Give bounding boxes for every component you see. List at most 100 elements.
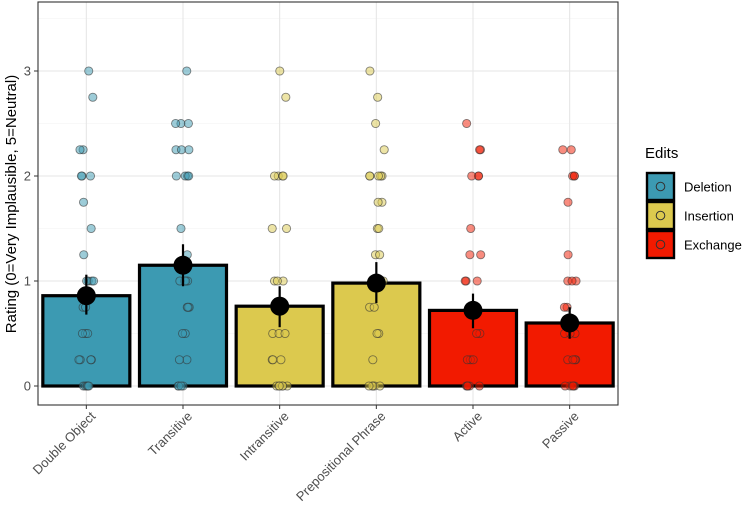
data-point: [85, 171, 96, 181]
x-tick-label: Prepositional Phrase: [293, 409, 388, 504]
x-tick-label: Transitive: [145, 409, 195, 459]
legend-swatch: [645, 200, 676, 231]
data-point: [467, 171, 477, 181]
x-axis: Double Object Transitive Intransitive Prepo…: [30, 405, 582, 504]
data-point: [371, 118, 381, 129]
data-point: [364, 381, 374, 391]
data-point: [375, 381, 385, 391]
legend-label: Exchange: [684, 238, 742, 253]
legend-swatch: [645, 171, 676, 202]
data-point: [77, 328, 87, 339]
data-point: [468, 355, 478, 365]
data-point: [472, 276, 482, 286]
data-point: [86, 355, 96, 365]
data-point: [373, 92, 383, 102]
mean-point: [270, 296, 290, 316]
data-point: [568, 355, 578, 365]
legend-swatch-point: [655, 181, 666, 192]
data-point: [463, 381, 473, 391]
data-point: [466, 223, 476, 234]
data-point: [79, 250, 89, 260]
data-point: [566, 145, 576, 155]
data-point: [475, 145, 485, 155]
data-point: [171, 118, 181, 129]
data-point: [183, 302, 193, 312]
data-point: [281, 223, 292, 234]
bar: [137, 263, 229, 388]
data-point: [365, 66, 375, 76]
data-point: [174, 355, 185, 365]
data-point: [269, 171, 280, 181]
data-point: [171, 171, 181, 181]
data-point: [84, 66, 94, 76]
data-point: [280, 328, 290, 339]
x-tick-label: Intransitive: [237, 409, 292, 464]
data-point: [567, 276, 577, 286]
data-point: [569, 171, 579, 181]
data-point: [465, 250, 475, 260]
data-point: [476, 250, 486, 260]
data-point: [373, 171, 383, 181]
bars: [41, 263, 615, 388]
data-point: [379, 145, 389, 155]
data-point: [563, 197, 573, 207]
data-point: [84, 381, 94, 391]
data-point: [368, 355, 378, 365]
data-point: [372, 328, 382, 339]
y-tick-label: 1: [24, 274, 31, 289]
mean-point: [76, 286, 96, 306]
plot-background: [38, 2, 618, 405]
x-tick-label: Double Object: [30, 408, 99, 477]
data-point: [460, 276, 470, 286]
data-point: [375, 250, 385, 260]
y-tick-label: 0: [24, 379, 31, 394]
data-point: [75, 145, 85, 155]
data-point: [184, 171, 194, 181]
data-point: [274, 381, 284, 391]
legend-label: Insertion: [684, 209, 734, 224]
plot-border: [37, 1, 619, 406]
mean-point: [173, 255, 193, 275]
mean-point: [366, 273, 386, 293]
legend-swatch-point: [655, 239, 666, 250]
data-point: [559, 302, 569, 312]
data-point: [474, 381, 484, 391]
data-point: [182, 66, 192, 76]
data-point: [268, 355, 278, 365]
y-axis: 0 1 2 3: [24, 64, 38, 394]
points: [74, 66, 581, 391]
y-tick-label: 2: [24, 169, 31, 184]
data-point: [369, 302, 379, 312]
data-point: [272, 276, 282, 286]
legend-label: Deletion: [684, 180, 732, 195]
data-point: [560, 381, 570, 391]
data-point: [281, 92, 291, 102]
mean-point: [463, 300, 483, 320]
data-point: [178, 328, 188, 339]
data-point: [462, 118, 472, 129]
y-axis-title: Rating (0=Very Implausible, 5=Neutral): [3, 75, 20, 333]
data-point: [558, 145, 568, 155]
data-point: [74, 355, 84, 365]
data-point: [276, 355, 286, 365]
data-point: [79, 197, 89, 207]
data-point: [568, 381, 578, 391]
data-point: [76, 171, 87, 181]
error-bars: [76, 244, 580, 339]
y-tick-label: 3: [24, 64, 31, 79]
legend-title: Edits: [645, 145, 678, 162]
data-point: [563, 250, 573, 260]
data-point: [86, 223, 96, 234]
mean-point: [560, 313, 580, 333]
data-point: [275, 66, 285, 76]
legend-swatch-point: [655, 210, 666, 221]
legend-swatch: [645, 229, 676, 260]
data-point: [472, 328, 482, 339]
data-point: [374, 223, 384, 234]
data-point: [176, 381, 186, 391]
data-point: [184, 145, 194, 155]
data-point: [176, 223, 186, 234]
data-point: [278, 171, 288, 181]
data-point: [183, 118, 193, 129]
